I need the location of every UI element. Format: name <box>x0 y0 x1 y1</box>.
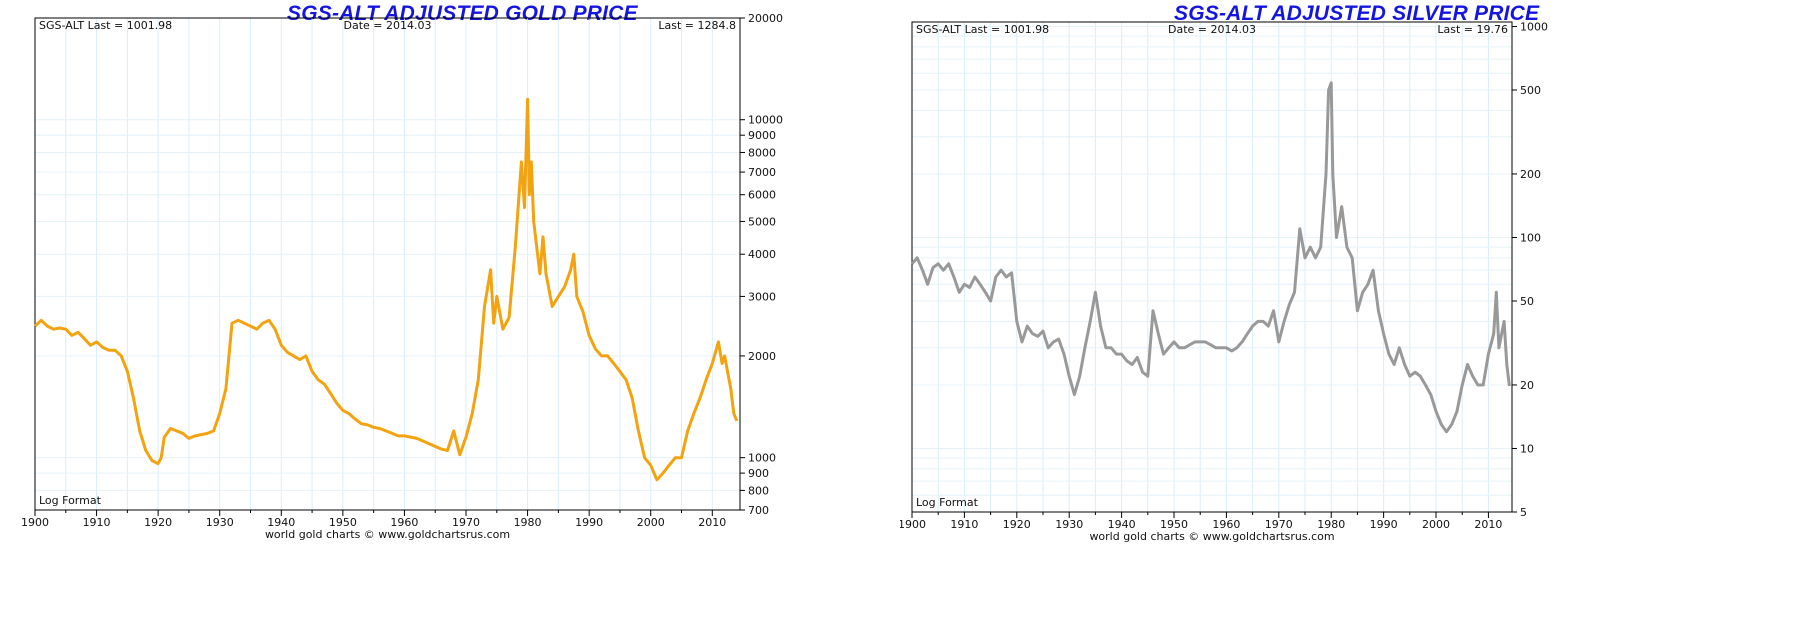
gold-chart-svg: SGS-ALT Last = 1001.98 Date = 2014.03 Last… <box>21 12 783 541</box>
footer-credit: world gold charts © www.goldchartsrus.co… <box>1089 530 1334 543</box>
y-tick-label: 700 <box>748 504 769 517</box>
x-tick-label: 1920 <box>144 516 172 529</box>
y-tick-label: 100 <box>1520 231 1541 244</box>
y-tick-label: 900 <box>748 467 769 480</box>
y-tick-label: 5 <box>1520 506 1527 519</box>
x-tick-label: 1920 <box>1003 518 1031 531</box>
log-format-label: Log Format <box>916 496 979 509</box>
x-tick-label: 1950 <box>1160 518 1188 531</box>
x-tick-label: 1960 <box>1212 518 1240 531</box>
x-tick-label: 1910 <box>83 516 111 529</box>
x-tick-label: 2010 <box>698 516 726 529</box>
chart-title: SGS-ALT ADJUSTED GOLD PRICE <box>287 2 638 25</box>
x-tick-label: 1900 <box>900 518 926 531</box>
grid <box>912 22 1512 512</box>
header-center-text: Date = 2014.03 <box>344 19 432 32</box>
y-tick-label: 20 <box>1520 379 1534 392</box>
header-right-text: Last = 1284.8 <box>658 19 736 32</box>
price-series-line <box>33 97 739 482</box>
y-tick-label: 8000 <box>748 146 776 159</box>
price-series-line <box>910 81 1511 434</box>
header-left-text: SGS-ALT Last = 1001.98 <box>39 19 172 32</box>
y-tick-label: 200 <box>1520 168 1541 181</box>
plot-frame <box>34 17 741 511</box>
x-tick-label: 2000 <box>637 516 665 529</box>
x-tick-label: 1990 <box>1370 518 1398 531</box>
x-tick-label: 1910 <box>950 518 978 531</box>
x-tick-label: 1990 <box>575 516 603 529</box>
x-tick-label: 1930 <box>1055 518 1083 531</box>
header-left-text: SGS-ALT Last = 1001.98 <box>916 23 1049 36</box>
y-tick-label: 4000 <box>748 248 776 261</box>
y-tick-label: 5000 <box>748 215 776 228</box>
x-tick-label: 1940 <box>1108 518 1136 531</box>
y-tick-label: 7000 <box>748 166 776 179</box>
silver-chart-panel: SGS-ALT ADJUSTED SILVER PRICE SGS-ALT La… <box>900 0 1800 625</box>
y-tick-label: 6000 <box>748 189 776 202</box>
x-tick-label: 1940 <box>267 516 295 529</box>
x-tick-label: 2000 <box>1422 518 1450 531</box>
log-format-label: Log Format <box>39 494 102 507</box>
chart-title: SGS-ALT ADJUSTED SILVER PRICE <box>1174 2 1540 25</box>
header-center-text: Date = 2014.03 <box>1168 23 1256 36</box>
plot-frame <box>911 21 1513 513</box>
gold-chart-panel: SGS-ALT ADJUSTED GOLD PRICE SGS-ALT Last… <box>21 2 783 541</box>
header-right-text: Last = 19.76 <box>1437 23 1508 36</box>
y-tick-label: 20000 <box>748 12 783 25</box>
y-tick-label: 50 <box>1520 295 1534 308</box>
x-tick-label: 1970 <box>452 516 480 529</box>
y-tick-label: 2000 <box>748 350 776 363</box>
x-tick-label: 2010 <box>1474 518 1502 531</box>
y-tick-label: 1000 <box>1520 20 1548 33</box>
y-tick-label: 10 <box>1520 442 1534 455</box>
y-tick-label: 9000 <box>748 129 776 142</box>
x-tick-label: 1900 <box>21 516 49 529</box>
x-tick-label: 1950 <box>329 516 357 529</box>
x-tick-label: 1960 <box>390 516 418 529</box>
y-tick-label: 3000 <box>748 290 776 303</box>
footer-credit: world gold charts © www.goldchartsrus.co… <box>265 528 510 541</box>
x-tick-label: 1930 <box>206 516 234 529</box>
y-tick-label: 800 <box>748 484 769 497</box>
silver-chart-svg: SGS-ALT Last = 1001.98 Date = 2014.03 Last… <box>900 20 1548 543</box>
y-tick-label: 10000 <box>748 114 783 127</box>
x-tick-label: 1980 <box>1317 518 1345 531</box>
y-tick-label: 500 <box>1520 84 1541 97</box>
y-tick-label: 1000 <box>748 452 776 465</box>
x-tick-label: 1970 <box>1265 518 1293 531</box>
x-tick-label: 1980 <box>514 516 542 529</box>
